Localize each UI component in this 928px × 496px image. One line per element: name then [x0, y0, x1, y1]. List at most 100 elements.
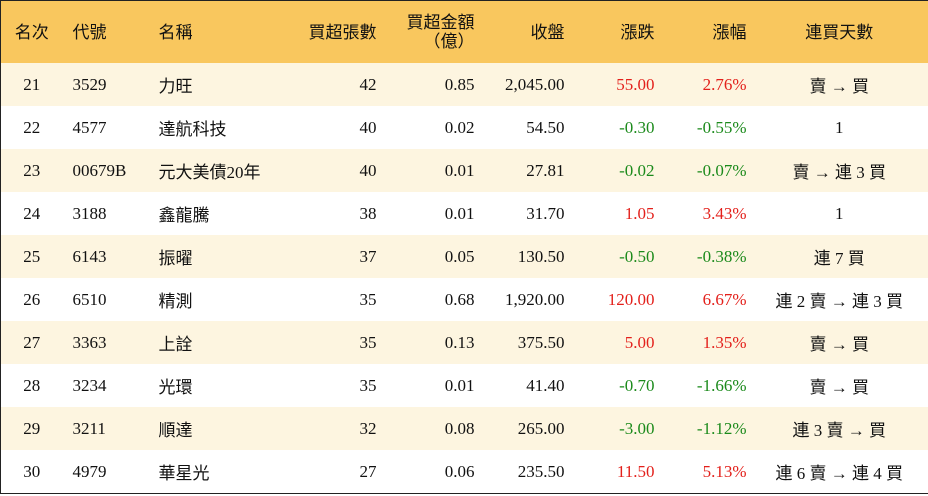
table-row: 22 4577 達航科技 40 0.02 54.50 -0.30 -0.55% 1: [1, 106, 928, 149]
table-row: 23 00679B 元大美債20年 40 0.01 27.81 -0.02 -0.07% 賣 →…: [0, 149, 928, 192]
code-cell: 3363: [62, 321, 151, 364]
name-cell: 順達: [150, 407, 291, 450]
change-cell: -0.50: [568, 235, 659, 278]
table-row: 30 4979 華星光 27 0.06 235.50 11.50 5.13% 連 6 賣 → 連…: [1, 450, 928, 494]
buy-streak-cell: 連 7 買: [750, 235, 928, 278]
close-cell: 1,920.00: [505, 289, 565, 309]
table-body: 21 3529 力旺 42 0.85 2,045.00 55.00 2.76% 賣 → 買 22 4…: [0, 63, 928, 494]
rank-cell: 26: [23, 289, 41, 309]
rank-cell: 30: [23, 461, 41, 481]
net-buy-amount-cell: 0.02: [444, 117, 475, 137]
table-row: 25 6143 振曜 37 0.05 130.50 -0.50 -0.38% 連 7 買: [0, 235, 928, 278]
table-row: 21 3529 力旺 42 0.85 2,045.00 55.00 2.76% 賣 → 買: [0, 63, 928, 106]
change-cell: 5.00: [568, 321, 659, 364]
net-buy-lots-cell: 32: [290, 407, 381, 450]
rank-cell: 28: [23, 375, 41, 395]
name-cell: 光環: [158, 378, 193, 397]
change-pct-cell: 1.35%: [658, 321, 751, 364]
buy-streak-cell: 連 2 賣 → 連 3 買: [775, 292, 904, 311]
net-buy-lots-cell: 40: [290, 149, 381, 192]
code-cell: 6143: [62, 235, 151, 278]
name-cell: 達航科技: [158, 120, 227, 139]
buy-streak-cell: 1: [835, 117, 844, 137]
change-cell: 11.50: [616, 461, 655, 481]
net-buy-amount-cell: 0.85: [380, 63, 479, 106]
name-cell: 鑫龍騰: [158, 206, 210, 225]
table-row: 27 3363 上詮 35 0.13 375.50 5.00 1.35% 賣 → 買: [0, 321, 928, 364]
header-net-buy-amount: 買超金額 （億）: [380, 0, 479, 63]
header-buy-streak: 連買天數: [750, 0, 928, 63]
close-cell: 265.00: [478, 407, 569, 450]
net-buy-amount-cell: 0.06: [444, 461, 475, 481]
change-cell: 1.05: [624, 203, 655, 223]
buy-streak-cell: 賣 → 連 3 買: [750, 149, 928, 192]
net-buy-lots-cell: 37: [290, 235, 381, 278]
net-buy-amount-cell: 0.01: [444, 203, 475, 223]
code-cell: 4577: [72, 117, 107, 137]
close-cell: 130.50: [478, 235, 569, 278]
close-cell: 235.50: [517, 461, 565, 481]
change-pct-cell: -0.07%: [658, 149, 751, 192]
table-row: 24 3188 鑫龍騰 38 0.01 31.70 1.05 3.43% 1: [1, 192, 928, 235]
change-pct-cell: 2.76%: [658, 63, 751, 106]
buy-streak-cell: 賣 → 買: [750, 63, 928, 106]
net-buy-lots-cell: 35: [290, 321, 381, 364]
net-buy-amount-cell: 0.01: [380, 149, 479, 192]
code-cell: 3188: [72, 203, 107, 223]
code-cell: 4979: [72, 461, 107, 481]
name-cell: 振曜: [150, 235, 291, 278]
name-cell: 力旺: [150, 63, 291, 106]
rank-cell: 27: [0, 321, 63, 364]
buy-streak-cell: 1: [835, 203, 844, 223]
change-cell: -0.30: [619, 117, 655, 137]
net-buy-lots-cell: 27: [359, 461, 377, 481]
header-close: 收盤: [478, 0, 569, 63]
net-buy-lots-cell: 35: [359, 375, 377, 395]
code-cell: 3211: [62, 407, 151, 450]
header-change-pct: 漲幅: [658, 0, 751, 63]
buy-streak-cell: 賣 → 買: [750, 321, 928, 364]
buy-streak-cell: 連 3 賣 → 買: [750, 407, 928, 450]
change-cell: -0.70: [619, 375, 655, 395]
net-buy-lots-cell: 35: [359, 289, 377, 309]
buy-streak-cell: 賣 → 買: [809, 378, 870, 397]
header-rank: 名次: [0, 0, 63, 63]
table-header: 名次 代號 名稱 買超張數 買超金額 （億） 收盤 漲跌 漲幅 連買天數: [0, 0, 928, 63]
header-change: 漲跌: [568, 0, 659, 63]
net-buy-lots-cell: 42: [290, 63, 381, 106]
change-pct-cell: 6.67%: [702, 289, 747, 309]
change-pct-cell: -0.38%: [658, 235, 751, 278]
rank-cell: 25: [0, 235, 63, 278]
net-buy-amount-cell: 0.13: [380, 321, 479, 364]
net-buy-lots-cell: 40: [359, 117, 377, 137]
close-cell: 375.50: [478, 321, 569, 364]
name-cell: 精測: [158, 292, 193, 311]
name-cell: 華星光: [158, 464, 210, 483]
change-pct-cell: 5.13%: [702, 461, 747, 481]
rank-cell: 29: [0, 407, 63, 450]
code-cell: 3529: [62, 63, 151, 106]
change-pct-cell: -1.66%: [696, 375, 747, 395]
table-row: 28 3234 光環 35 0.01 41.40 -0.70 -1.66% 賣 → 買: [1, 364, 928, 407]
name-cell: 上詮: [150, 321, 291, 364]
net-buy-amount-cell: 0.08: [380, 407, 479, 450]
header-net-buy-lots: 買超張數: [290, 0, 381, 63]
net-buy-lots-cell: 38: [359, 203, 377, 223]
change-pct-cell: -0.55%: [696, 117, 747, 137]
net-buy-amount-cell: 0.68: [444, 289, 475, 309]
header-name: 名稱: [150, 0, 291, 63]
code-cell: 6510: [72, 289, 107, 309]
rank-cell: 23: [0, 149, 63, 192]
change-cell: -0.02: [568, 149, 659, 192]
close-cell: 54.50: [526, 117, 565, 137]
table-row: 29 3211 順達 32 0.08 265.00 -3.00 -1.12% 連 3 賣 → 買: [0, 407, 928, 450]
rank-cell: 24: [23, 203, 41, 223]
close-cell: 31.70: [526, 203, 565, 223]
change-cell: 120.00: [607, 289, 655, 309]
rank-cell: 21: [0, 63, 63, 106]
code-cell: 3234: [72, 375, 107, 395]
net-buy-amount-cell: 0.01: [444, 375, 475, 395]
change-pct-cell: 3.43%: [702, 203, 747, 223]
